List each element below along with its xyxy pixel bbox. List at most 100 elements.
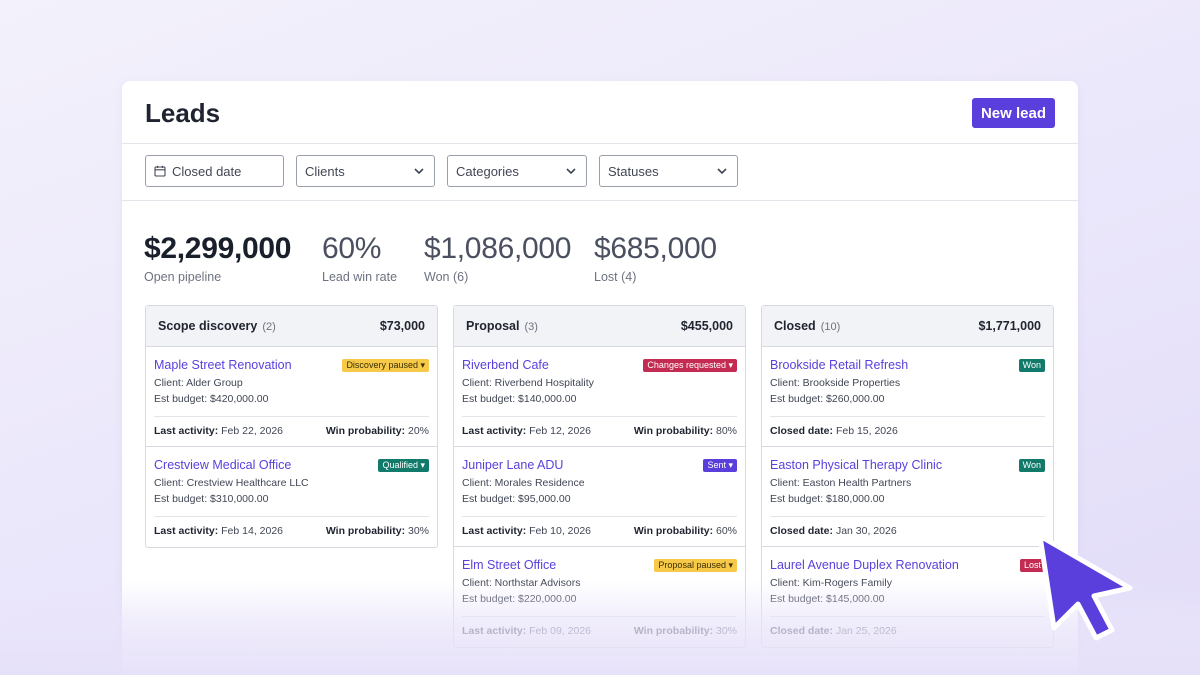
win-probability-value: 30% — [407, 525, 429, 537]
lead-client: Client: Crestview Healthcare LLC — [154, 477, 309, 489]
win-probability-label: Win probability: — [633, 525, 714, 537]
win-probability-value: 80% — [715, 425, 737, 437]
lead-budget: Est budget: $140,000.00 — [462, 393, 577, 405]
status-badge[interactable]: Changes requested ▾ — [643, 359, 737, 372]
last-activity-value: Feb 10, 2026 — [529, 525, 592, 537]
new-lead-button[interactable]: New lead — [971, 98, 1055, 128]
page-title: Leads — [145, 98, 221, 128]
column-header: Scope discovery (2) $73,000 — [146, 306, 437, 347]
lead-title-link[interactable]: Elm Street Office — [462, 558, 557, 572]
column-name: Scope discovery — [158, 319, 258, 333]
statuses-select[interactable]: Statuses — [599, 155, 738, 187]
stat-label: Open pipeline — [144, 270, 222, 284]
last-activity: Last activity: Feb 10, 2026 — [462, 525, 591, 537]
column-total: $1,771,000 — [978, 319, 1041, 333]
lead-budget: Est budget: $145,000.00 — [770, 593, 885, 605]
lead-title-link[interactable]: Juniper Lane ADU — [462, 458, 564, 472]
column-closed: Closed (10) $1,771,000 Brookside Retail R… — [761, 305, 1054, 648]
status-badge: Won — [1018, 359, 1045, 372]
closed-date-label: Closed date: — [770, 425, 834, 437]
column-count: (10) — [820, 321, 841, 333]
lead-budget: Est budget: $220,000.00 — [462, 593, 577, 605]
stat-open-pipeline: $2,299,000 Open pipeline — [144, 229, 291, 284]
lead-card[interactable]: Maple Street Renovation Discovery paused… — [146, 347, 437, 447]
last-activity-value: Feb 09, 2026 — [529, 625, 592, 637]
column-count: (3) — [524, 321, 538, 333]
stat-value: $2,299,000 — [144, 232, 292, 265]
lead-title-link[interactable]: Laurel Avenue Duplex Renovation — [770, 558, 959, 572]
status-badge[interactable]: Discovery paused ▾ — [342, 359, 429, 372]
lead-budget: Est budget: $260,000.00 — [770, 393, 885, 405]
win-probability-label: Win probability: — [633, 425, 714, 437]
column-name: Proposal — [466, 319, 520, 333]
clients-select[interactable]: Clients — [296, 155, 435, 187]
categories-select-label: Categories — [456, 163, 519, 179]
page-header: Leads New lead — [122, 81, 1078, 144]
lead-title-link[interactable]: Crestview Medical Office — [154, 458, 292, 472]
clients-select-label: Clients — [305, 163, 345, 179]
closed-date: Closed date: Jan 25, 2026 — [770, 625, 897, 637]
last-activity-label: Last activity: — [154, 425, 219, 437]
status-badge[interactable]: Proposal paused ▾ — [654, 559, 737, 572]
closed-date: Closed date: Jan 30, 2026 — [770, 525, 897, 537]
last-activity-label: Last activity: — [462, 525, 527, 537]
chevron-down-icon — [566, 168, 576, 175]
lead-card[interactable]: Crestview Medical Office Qualified ▾ Cli… — [146, 447, 437, 547]
stat-won: $1,086,000 Won (6) — [424, 229, 571, 284]
card-footer: Closed date: Jan 25, 2026 — [770, 616, 1045, 637]
column-title: Scope discovery (2) — [158, 319, 276, 333]
stat-label: Lead win rate — [322, 270, 398, 284]
lead-card[interactable]: Riverbend Cafe Changes requested ▾ Clien… — [454, 347, 745, 447]
lead-budget: Est budget: $180,000.00 — [770, 493, 885, 505]
column-count: (2) — [262, 321, 276, 333]
last-activity: Last activity: Feb 22, 2026 — [154, 425, 283, 437]
status-badge[interactable]: Qualified ▾ — [378, 459, 429, 472]
win-probability: Win probability: 30% — [634, 625, 737, 637]
last-activity-value: Feb 12, 2026 — [529, 425, 592, 437]
lead-card[interactable]: Elm Street Office Proposal paused ▾ Clie… — [454, 547, 745, 647]
last-activity-label: Last activity: — [154, 525, 219, 537]
stat-value: $685,000 — [594, 232, 717, 265]
lead-card[interactable]: Laurel Avenue Duplex Renovation Lost Cli… — [762, 547, 1053, 647]
last-activity-value: Feb 22, 2026 — [221, 425, 284, 437]
filter-bar: Closed date Clients Categories Statuses — [122, 144, 1078, 201]
calendar-icon — [154, 165, 166, 177]
lead-card[interactable]: Brookside Retail Refresh Won Client: Bro… — [762, 347, 1053, 447]
column-title: Closed (10) — [774, 319, 840, 333]
last-activity: Last activity: Feb 12, 2026 — [462, 425, 591, 437]
stat-lost: $685,000 Lost (4) — [594, 229, 717, 284]
status-badge: Lost — [1019, 559, 1045, 572]
last-activity: Last activity: Feb 09, 2026 — [462, 625, 591, 637]
win-probability-label: Win probability: — [325, 525, 406, 537]
column-header: Proposal (3) $455,000 — [454, 306, 745, 347]
card-footer: Last activity: Feb 09, 2026 Win probabil… — [462, 616, 737, 637]
lead-title-link[interactable]: Maple Street Renovation — [154, 358, 292, 372]
lead-card[interactable]: Juniper Lane ADU Sent ▾ Client: Morales … — [454, 447, 745, 547]
lead-client: Client: Easton Health Partners — [770, 477, 912, 489]
closed-date: Closed date: Feb 15, 2026 — [770, 425, 898, 437]
last-activity-value: Feb 14, 2026 — [221, 525, 284, 537]
chevron-down-icon — [717, 168, 727, 175]
lead-title-link[interactable]: Riverbend Cafe — [462, 358, 549, 372]
card-footer: Last activity: Feb 10, 2026 Win probabil… — [462, 516, 737, 537]
card-footer: Closed date: Feb 15, 2026 — [770, 416, 1045, 437]
column-name: Closed — [774, 319, 816, 333]
closed-date-label: Closed date: — [770, 525, 834, 537]
win-probability-value: 60% — [715, 525, 737, 537]
status-badge[interactable]: Sent ▾ — [703, 459, 737, 472]
win-probability-value: 30% — [715, 625, 737, 637]
column-scope-discovery: Scope discovery (2) $73,000 Maple Street … — [145, 305, 438, 548]
stat-label: Lost (4) — [594, 270, 637, 284]
lead-budget: Est budget: $310,000.00 — [154, 493, 269, 505]
chevron-down-icon — [414, 168, 424, 175]
win-probability-value: 20% — [407, 425, 429, 437]
closed-date-filter[interactable]: Closed date — [145, 155, 284, 187]
lead-client: Client: Northstar Advisors — [462, 577, 581, 589]
column-total: $455,000 — [680, 319, 733, 333]
categories-select[interactable]: Categories — [447, 155, 587, 187]
lead-title-link[interactable]: Easton Physical Therapy Clinic — [770, 458, 943, 472]
lead-card[interactable]: Easton Physical Therapy Clinic Won Clien… — [762, 447, 1053, 547]
last-activity-label: Last activity: — [462, 425, 527, 437]
lead-title-link[interactable]: Brookside Retail Refresh — [770, 358, 909, 372]
card-footer: Last activity: Feb 22, 2026 Win probabil… — [154, 416, 429, 437]
